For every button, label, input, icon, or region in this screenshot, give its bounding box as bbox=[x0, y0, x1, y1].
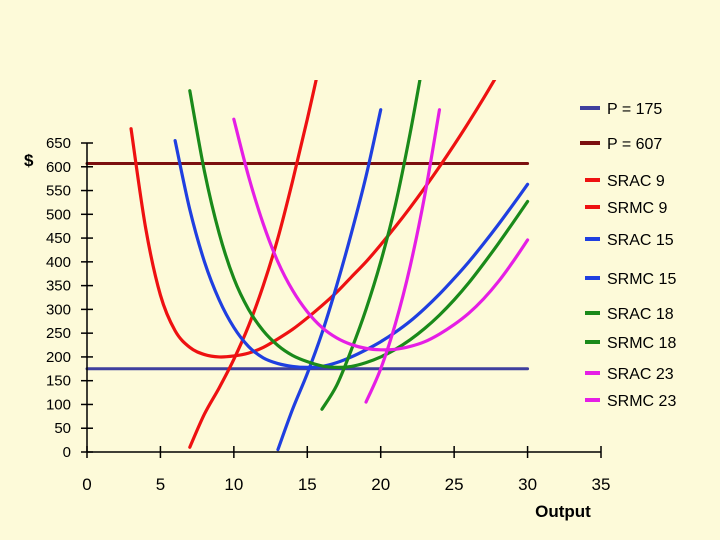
y-tick-label-300: 300 bbox=[46, 301, 71, 318]
x-tick-label-25: 25 bbox=[445, 475, 464, 494]
legend-label-p-175: P = 175 bbox=[607, 101, 662, 118]
y-tick-label-650: 650 bbox=[46, 135, 71, 152]
x-tick-label-0: 0 bbox=[82, 475, 91, 494]
x-tick-label-30: 30 bbox=[518, 475, 537, 494]
legend-label-p-607: P = 607 bbox=[607, 136, 662, 153]
x-tick-label-5: 5 bbox=[156, 475, 165, 494]
series-srmc-15 bbox=[276, 108, 383, 452]
y-tick-label-400: 400 bbox=[46, 254, 71, 271]
y-tick-label-0: 0 bbox=[63, 444, 71, 461]
series-srac-15 bbox=[173, 139, 530, 369]
series-srmc-23 bbox=[364, 108, 442, 404]
legend-label-srac-23: SRAC 23 bbox=[607, 366, 674, 383]
legend-label-srmc-9: SRMC 9 bbox=[607, 200, 668, 217]
legend-label-srac-18: SRAC 18 bbox=[607, 306, 674, 323]
series-srmc-18 bbox=[320, 80, 422, 411]
legend-label-srmc-18: SRMC 18 bbox=[607, 335, 676, 352]
x-tick-label-20: 20 bbox=[371, 475, 390, 494]
legend-label-srac-9: SRAC 9 bbox=[607, 173, 665, 190]
y-tick-label-350: 350 bbox=[46, 278, 71, 295]
y-tick-label-200: 200 bbox=[46, 349, 71, 366]
y-tick-label-100: 100 bbox=[46, 396, 71, 413]
x-axis-label: Output bbox=[535, 502, 591, 521]
y-tick-label-50: 50 bbox=[54, 420, 71, 437]
legend-label-srmc-15: SRMC 15 bbox=[607, 271, 676, 288]
series-srac-23 bbox=[232, 117, 530, 352]
series-srmc-9 bbox=[188, 80, 318, 449]
legend-label-srac-15: SRAC 15 bbox=[607, 232, 674, 249]
series-srac-9 bbox=[129, 80, 497, 359]
y-axis-label: $ bbox=[24, 151, 34, 170]
y-tick-label-600: 600 bbox=[46, 159, 71, 176]
y-tick-label-150: 150 bbox=[46, 373, 71, 390]
x-tick-label-10: 10 bbox=[224, 475, 243, 494]
x-tick-label-15: 15 bbox=[298, 475, 317, 494]
series-srac-18 bbox=[188, 89, 530, 369]
y-tick-label-250: 250 bbox=[46, 325, 71, 342]
y-tick-label-450: 450 bbox=[46, 230, 71, 247]
x-tick-label-35: 35 bbox=[592, 475, 611, 494]
y-tick-label-550: 550 bbox=[46, 183, 71, 200]
legend-label-srmc-23: SRMC 23 bbox=[607, 393, 676, 410]
y-tick-label-500: 500 bbox=[46, 206, 71, 223]
